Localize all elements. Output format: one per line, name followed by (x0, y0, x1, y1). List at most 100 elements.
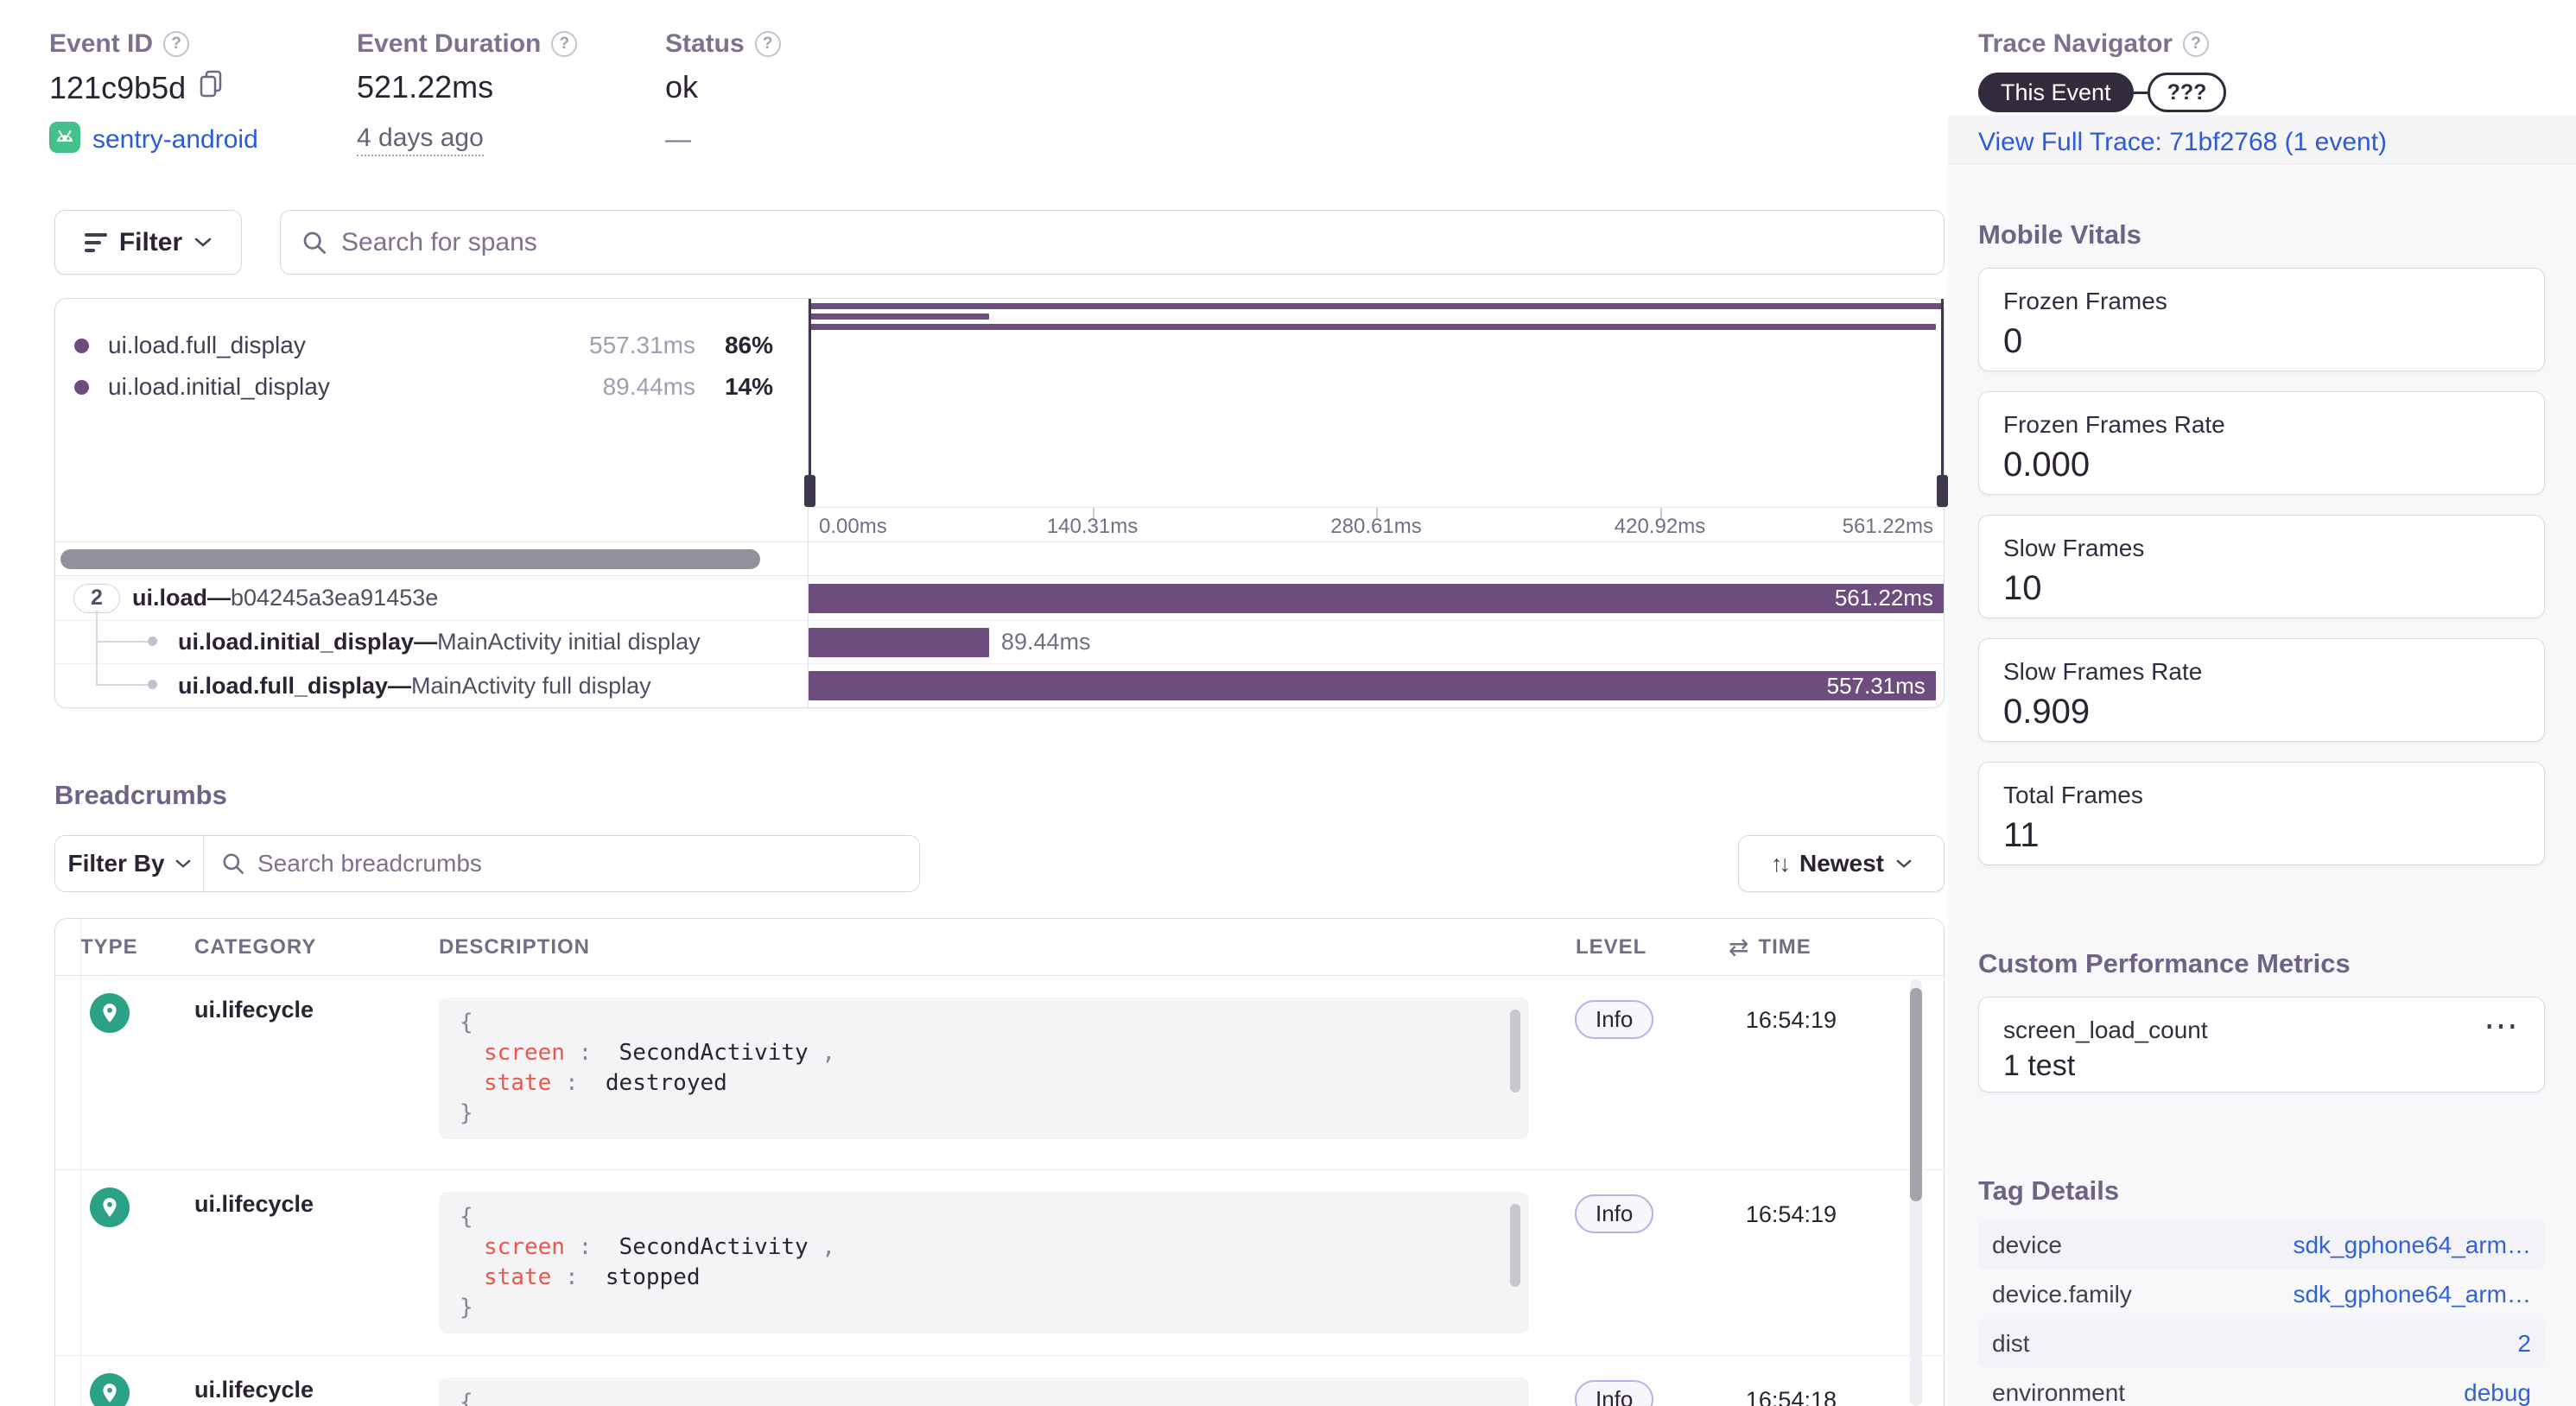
main-column: Event ID ? 121c9b5d Event Duration ? 521… (49, 29, 1948, 1406)
tag-value-link[interactable]: debug (2464, 1378, 2531, 1406)
tag-row: device.family sdk_gphone64_arm… (1978, 1270, 2545, 1319)
breadcrumb-row[interactable]: ui.lifecycle { screen : SecondActivity ,… (55, 976, 1944, 1170)
legend-percent: 14% (724, 373, 773, 400)
breadcrumb-search-input[interactable] (257, 850, 902, 877)
tag-key: dist (1992, 1329, 2030, 1357)
minimap-right-handle[interactable] (1937, 475, 1948, 508)
level-badge: Info (1575, 1000, 1654, 1039)
span-row-initial-display[interactable]: ui.load.initial_display — MainActivity i… (55, 619, 1944, 664)
breadcrumb-data-json: { (439, 1378, 1529, 1406)
breadcrumb-category: ui.lifecycle (194, 1377, 314, 1403)
this-event-pill[interactable]: This Event (1978, 73, 2134, 112)
tag-row: device sdk_gphone64_arm… (1978, 1220, 2545, 1270)
trace-navigator-label: Trace Navigator ? (1978, 29, 2210, 59)
minimap-bar (809, 303, 1944, 309)
span-minimap[interactable]: 0.00ms 140.31ms 280.61ms 420.92ms 561.22… (804, 299, 1948, 542)
span-children-badge[interactable]: 2 (73, 583, 120, 613)
project-link[interactable]: sentry-android (92, 124, 258, 154)
span-duration: 557.31ms (1826, 672, 1926, 699)
custom-metrics-title: Custom Performance Metrics (1978, 948, 2351, 978)
overflow-menu-icon[interactable]: ⋯ (2484, 1007, 2520, 1045)
custom-metric-name: screen_load_count (2003, 1016, 2208, 1043)
breadcrumbs-title: Breadcrumbs (54, 780, 227, 810)
col-time-sort[interactable]: ⇄ TIME (1729, 933, 1910, 961)
span-duration: 89.44ms (1000, 629, 1091, 656)
filter-by-dropdown[interactable]: Filter By (55, 836, 204, 891)
vital-value: 0.909 (2003, 693, 2091, 731)
pill-connector (2133, 91, 2148, 94)
minimap-right-bound (1941, 299, 1944, 508)
filter-icon (84, 232, 107, 252)
table-scrollbar-thumb[interactable] (1910, 988, 1922, 1201)
sort-arrows-icon: ↑↓ (1770, 850, 1791, 877)
span-hscrollbar (55, 542, 809, 576)
sort-newest-label: Newest (1799, 850, 1885, 877)
vital-label: Total Frames (2003, 782, 2143, 808)
vital-card-slow-frames: Slow Frames 10 (1978, 515, 2545, 618)
stat-event-duration: Event Duration ? 521.22ms (357, 29, 578, 105)
hscrollbar-thumb[interactable] (60, 549, 760, 570)
axis-label: 561.22ms (1842, 515, 1933, 539)
help-icon[interactable]: ? (163, 31, 190, 57)
unknown-trace-pill[interactable]: ??? (2147, 73, 2227, 112)
span-row-ui-load[interactable]: 2 ui.load — b04245a3ea91453e 561.22ms (55, 576, 1944, 620)
sort-newest-button[interactable]: ↑↓ Newest (1738, 835, 1945, 892)
event-duration-value: 521.22ms (357, 69, 494, 104)
search-icon (223, 853, 244, 875)
filter-button-label: Filter (118, 227, 183, 256)
breadcrumb-row[interactable]: ui.lifecycle { screen : SecondActivity ,… (55, 1170, 1944, 1356)
event-age-text[interactable]: 4 days ago (357, 124, 484, 156)
status-dash: — (665, 124, 691, 154)
minimap-left-handle[interactable] (804, 475, 815, 508)
custom-metric-card: screen_load_count ⋯ 1 test (1978, 997, 2545, 1092)
code-scrollbar-thumb[interactable] (1510, 1010, 1520, 1092)
breadcrumbs-header-row: TYPE CATEGORY DESCRIPTION LEVEL ⇄ TIME (55, 919, 1944, 976)
span-bar[interactable] (809, 627, 989, 657)
legend-dot-icon (74, 379, 89, 395)
help-icon[interactable]: ? (754, 31, 781, 57)
axis-tick (1092, 508, 1094, 519)
copy-icon[interactable] (198, 69, 224, 106)
span-bar[interactable]: 557.31ms (809, 671, 1936, 701)
legend-percent: 86% (724, 332, 773, 358)
code-scrollbar-thumb[interactable] (1510, 1204, 1520, 1287)
vital-label: Slow Frames (2003, 535, 2145, 561)
filter-button[interactable]: Filter (54, 210, 242, 275)
breadcrumb-row[interactable]: ui.lifecycle { Info 16:54:18 (55, 1356, 1944, 1406)
tag-row: dist 2 (1978, 1319, 2545, 1368)
span-bar[interactable]: 561.22ms (809, 583, 1944, 613)
breadcrumb-data-json: { screen : SecondActivity , state : dest… (439, 998, 1529, 1139)
span-search-input[interactable] (341, 227, 1923, 257)
android-platform-icon (49, 122, 80, 157)
breadcrumb-search (204, 836, 919, 891)
location-pin-icon (90, 1188, 130, 1227)
location-pin-icon (90, 1373, 130, 1406)
view-full-trace-link[interactable]: View Full Trace: 71bf2768 (1 event) (1978, 128, 2388, 156)
legend-row[interactable]: ui.load.full_display 557.31ms 86% (74, 325, 773, 366)
axis-label: 0.00ms (819, 515, 887, 539)
stat-status: Status ? ok (665, 29, 781, 105)
stat-label: Event Duration (357, 29, 542, 58)
span-sep: — (414, 629, 438, 656)
span-duration: 561.22ms (1834, 585, 1933, 611)
tag-row: environment debug (1978, 1368, 2545, 1406)
vital-label: Frozen Frames Rate (2003, 411, 2225, 438)
tag-value-link[interactable]: sdk_gphone64_arm… (2293, 1280, 2531, 1308)
custom-metric-value: 1 test (2003, 1049, 2076, 1082)
col-category: CATEGORY (194, 934, 317, 959)
help-icon[interactable]: ? (2183, 31, 2210, 57)
tag-value-link[interactable]: sdk_gphone64_arm… (2293, 1231, 2531, 1258)
help-icon[interactable]: ? (551, 31, 578, 57)
legend-row[interactable]: ui.load.initial_display 89.44ms 14% (74, 366, 773, 408)
breadcrumb-time: 16:54:19 (1745, 1201, 1837, 1227)
tag-value-link[interactable]: 2 (2517, 1329, 2531, 1357)
span-op: ui.load (132, 585, 207, 611)
vital-card-frozen-frames: Frozen Frames 0 (1978, 268, 2545, 371)
tag-key: device.family (1992, 1280, 2132, 1308)
breadcrumbs-table: TYPE CATEGORY DESCRIPTION LEVEL ⇄ TIME u… (54, 918, 1945, 1406)
span-row-full-display[interactable]: ui.load.full_display — MainActivity full… (55, 663, 1944, 707)
legend-duration: 557.31ms (589, 332, 695, 358)
stat-event-id: Event ID ? 121c9b5d (49, 29, 224, 106)
vital-card-slow-frames-rate: Slow Frames Rate 0.909 (1978, 638, 2545, 742)
minimap-left-bound (809, 299, 811, 508)
